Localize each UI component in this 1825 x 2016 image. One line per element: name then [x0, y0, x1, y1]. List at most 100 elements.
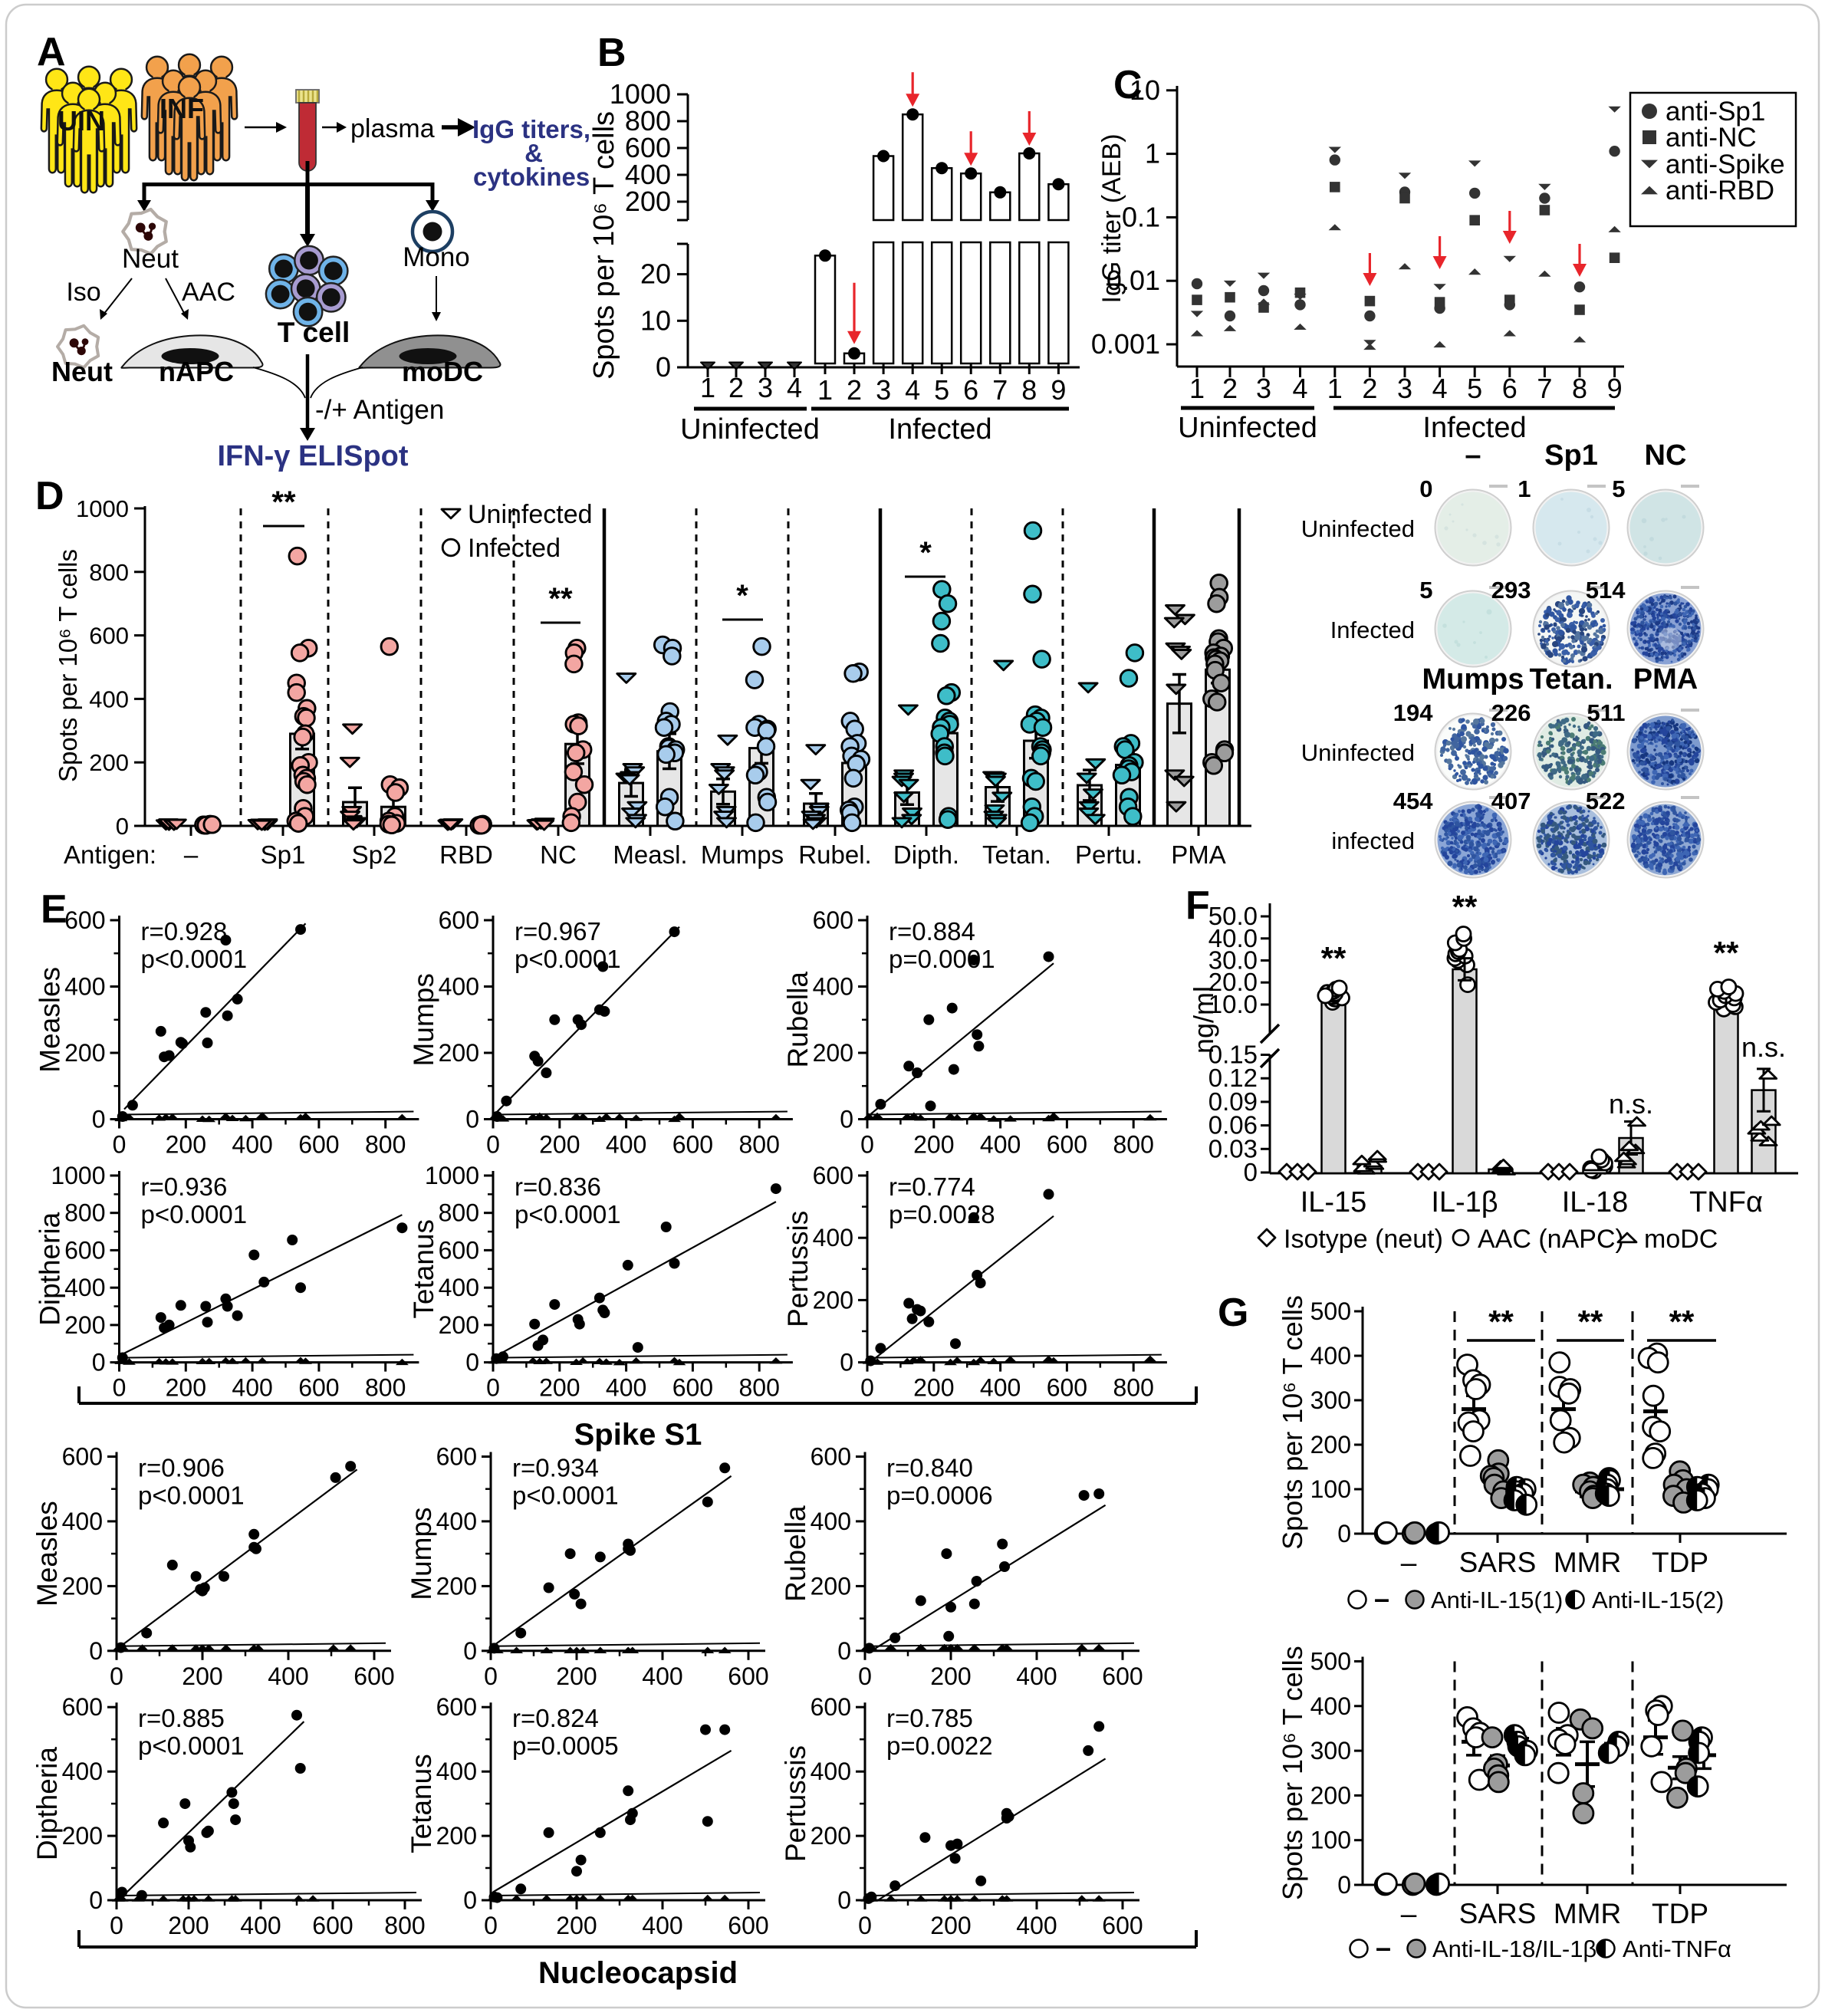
svg-text:800: 800 — [625, 105, 671, 136]
svg-text:800: 800 — [1113, 1374, 1154, 1402]
svg-text:10: 10 — [640, 304, 671, 336]
svg-text:0: 0 — [656, 351, 671, 383]
svg-text:0: 0 — [113, 1131, 127, 1159]
svg-text:0: 0 — [465, 1106, 479, 1133]
svg-text:0: 0 — [463, 1637, 477, 1665]
svg-text:Neut: Neut — [122, 244, 179, 274]
svg-text:r=0.906: r=0.906 — [138, 1454, 225, 1482]
svg-text:400: 400 — [62, 1508, 103, 1535]
svg-text:Pertussis: Pertussis — [780, 1745, 811, 1862]
svg-text:**: ** — [548, 582, 573, 616]
svg-text:0: 0 — [465, 1349, 479, 1376]
svg-text:r=0.884: r=0.884 — [889, 917, 975, 946]
svg-text:600: 600 — [439, 1236, 479, 1264]
svg-text:50.0: 50.0 — [1208, 902, 1258, 930]
svg-text:p<0.0001: p<0.0001 — [138, 1732, 245, 1760]
svg-text:Isotype (neut): Isotype (neut) — [1284, 1225, 1443, 1254]
svg-text:100: 100 — [1310, 1827, 1351, 1854]
svg-text:D: D — [35, 474, 64, 518]
svg-text:anti-RBD: anti-RBD — [1666, 176, 1774, 206]
svg-text:infected: infected — [1331, 827, 1415, 854]
svg-text:400: 400 — [62, 1758, 103, 1785]
svg-text:600: 600 — [439, 906, 479, 934]
svg-text:0.12: 0.12 — [1208, 1064, 1258, 1092]
svg-text:400: 400 — [1016, 1912, 1057, 1939]
svg-text:0: 0 — [484, 1662, 498, 1690]
svg-text:1000: 1000 — [610, 78, 671, 110]
svg-text:SARS: SARS — [1459, 1547, 1537, 1578]
svg-text:T cell: T cell — [278, 317, 350, 348]
svg-text:20: 20 — [640, 258, 671, 290]
svg-text:Dipth.: Dipth. — [893, 840, 959, 869]
svg-text:–: – — [1374, 1583, 1389, 1614]
svg-text:2: 2 — [847, 374, 862, 406]
svg-text:Mumps: Mumps — [406, 1507, 437, 1600]
svg-text:E: E — [41, 887, 67, 932]
svg-text:p=0.0001: p=0.0001 — [889, 945, 995, 973]
svg-text:Uninfected: Uninfected — [1178, 412, 1317, 444]
svg-text:Mumps: Mumps — [408, 973, 439, 1066]
svg-text:600: 600 — [728, 1912, 768, 1939]
svg-text:600: 600 — [728, 1662, 768, 1690]
svg-text:600: 600 — [1047, 1131, 1087, 1159]
svg-text:0: 0 — [858, 1912, 872, 1939]
svg-text:Measles: Measles — [31, 1501, 63, 1607]
svg-text:1000: 1000 — [76, 495, 129, 522]
svg-text:Infected: Infected — [888, 413, 991, 446]
svg-text:514: 514 — [1586, 577, 1626, 603]
svg-text:AAC (nAPC): AAC (nAPC) — [1478, 1225, 1624, 1254]
svg-text:INF: INF — [159, 93, 204, 124]
svg-text:0.15: 0.15 — [1208, 1041, 1258, 1069]
svg-text:400: 400 — [811, 1508, 851, 1535]
svg-text:400: 400 — [232, 1131, 272, 1159]
svg-text:Anti-IL-15(1): Anti-IL-15(1) — [1431, 1587, 1563, 1613]
svg-text:0.1: 0.1 — [1122, 201, 1160, 232]
svg-text:200: 200 — [436, 1572, 477, 1600]
svg-text:0: 0 — [840, 1349, 853, 1376]
svg-text:Rubella: Rubella — [782, 972, 814, 1068]
svg-text:0: 0 — [1337, 1520, 1351, 1547]
svg-text:800: 800 — [439, 1199, 479, 1227]
svg-text:Spike S1: Spike S1 — [574, 1418, 702, 1452]
svg-text:Iso: Iso — [66, 278, 100, 307]
svg-text:Infected: Infected — [468, 534, 561, 563]
svg-text:Anti-IL-18/IL-1β: Anti-IL-18/IL-1β — [1432, 1935, 1596, 1962]
svg-text:6: 6 — [1502, 373, 1518, 404]
svg-text:Infected: Infected — [1330, 617, 1415, 643]
svg-text:Rubella: Rubella — [780, 1505, 811, 1602]
svg-text:PMA: PMA — [1171, 840, 1226, 869]
svg-text:200: 200 — [539, 1131, 580, 1159]
svg-text:r=0.967: r=0.967 — [515, 917, 601, 946]
svg-text:**: ** — [1488, 1304, 1514, 1340]
svg-text:p=0.0022: p=0.0022 — [886, 1732, 993, 1760]
svg-text:Mumps: Mumps — [701, 840, 784, 869]
svg-text:40.0: 40.0 — [1208, 924, 1258, 952]
svg-text:5: 5 — [1612, 475, 1625, 502]
svg-text:Diptheria: Diptheria — [35, 1212, 66, 1325]
svg-text:200: 200 — [166, 1131, 206, 1159]
svg-text:ng/ml: ng/ml — [1188, 986, 1219, 1054]
svg-text:Rubel.: Rubel. — [798, 840, 871, 869]
svg-text:400: 400 — [436, 1508, 477, 1535]
svg-text:Uninfected: Uninfected — [1301, 739, 1415, 766]
svg-text:1: 1 — [817, 374, 833, 406]
svg-text:1: 1 — [1189, 373, 1205, 404]
svg-text:400: 400 — [1016, 1662, 1057, 1690]
svg-text:407: 407 — [1491, 788, 1531, 814]
svg-text:r=0.840: r=0.840 — [886, 1454, 973, 1482]
svg-text:600: 600 — [625, 132, 671, 163]
svg-text:r=0.936: r=0.936 — [141, 1172, 228, 1201]
svg-text:200: 200 — [813, 1039, 853, 1067]
svg-text:800: 800 — [365, 1131, 406, 1159]
svg-text:800: 800 — [89, 559, 129, 586]
svg-text:200: 200 — [556, 1662, 597, 1690]
svg-text:600: 600 — [312, 1912, 353, 1939]
svg-text:20.0: 20.0 — [1208, 968, 1258, 996]
svg-text:**: ** — [271, 485, 296, 519]
svg-text:r=0.885: r=0.885 — [138, 1704, 225, 1732]
svg-text:600: 600 — [1102, 1912, 1143, 1939]
svg-text:200: 200 — [182, 1662, 222, 1690]
svg-text:500: 500 — [1310, 1297, 1351, 1325]
svg-text:Sp2: Sp2 — [352, 840, 397, 869]
svg-text:200: 200 — [439, 1311, 479, 1339]
